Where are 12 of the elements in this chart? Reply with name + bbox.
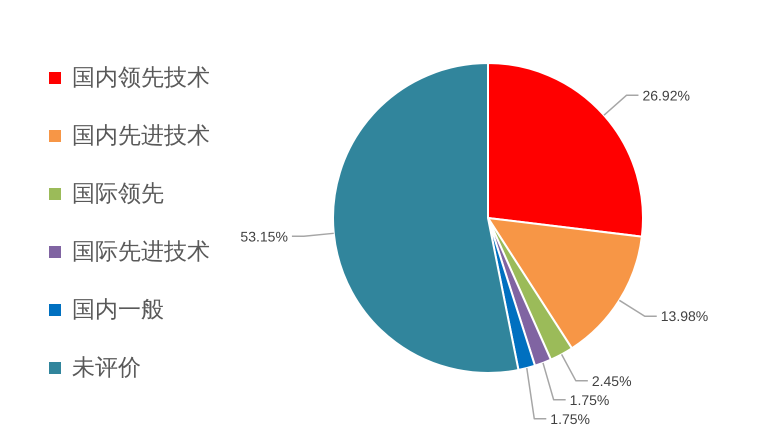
data-label: 13.98% [660, 308, 708, 324]
legend-label: 国内一般 [72, 297, 164, 323]
legend-label: 国内领先技术 [72, 65, 210, 91]
data-label: 53.15% [240, 228, 288, 244]
legend-label: 国际领先 [72, 181, 164, 207]
legend-label: 国内先进技术 [72, 123, 210, 149]
data-label: 2.45% [592, 372, 632, 389]
data-label: 1.75% [550, 410, 590, 427]
legend-label: 未评价 [72, 355, 141, 381]
data-label: 26.92% [642, 87, 690, 104]
legend-label: 国际先进技术 [72, 239, 210, 265]
data-label: 1.75% [570, 392, 610, 408]
